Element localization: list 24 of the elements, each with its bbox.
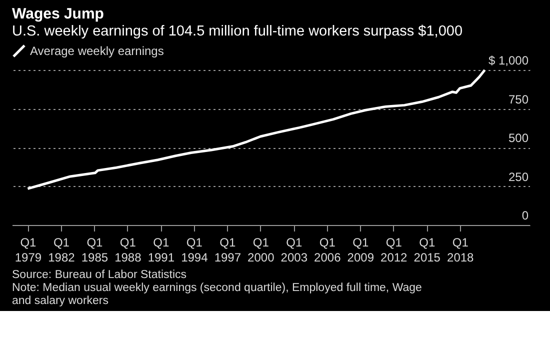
x-tick-label: Q1 1985 xyxy=(81,236,108,264)
x-tick-label: Q1 2000 xyxy=(248,236,275,264)
x-tick-label: Q1 1979 xyxy=(14,236,42,264)
source-note: Source: Bureau of Labor Statistics xyxy=(12,269,187,281)
text: Note: Median usual weekly earnings (second quartile), Employed full time, Wage and salary workers xyxy=(12,282,422,307)
x-tick-label: Q1 2015 xyxy=(414,236,441,264)
y-tick-label: $ 1,000 xyxy=(488,54,529,68)
x-tick-label: Q1 2012 xyxy=(380,236,408,264)
x-tick-label: Q1 1982 xyxy=(48,236,76,264)
legend-label: Average weekly earnings xyxy=(30,44,164,58)
y-tick-label: 0 xyxy=(522,208,529,222)
x-tick-label: Q1 1997 xyxy=(214,236,242,264)
x-tick-label: Q1 1991 xyxy=(148,236,175,264)
chart-title: Wages Jump xyxy=(12,6,104,22)
chart-subtitle: U.S. weekly earnings of 104.5 million full-time workers surpass $1,000 xyxy=(12,24,463,40)
y-tick-label: 750 xyxy=(508,92,529,106)
x-tick-label: Q1 2009 xyxy=(347,236,374,264)
x-tick-label: Q1 1994 xyxy=(181,236,208,264)
y-tick-label: 250 xyxy=(508,170,529,184)
x-tick-label: Q1 2018 xyxy=(447,236,474,264)
x-tick-label: Q1 2003 xyxy=(280,236,308,264)
x-tick-label: Q1 1988 xyxy=(114,236,142,264)
y-tick-label: 500 xyxy=(508,131,529,145)
x-tick-label: Q1 2006 xyxy=(314,236,342,264)
